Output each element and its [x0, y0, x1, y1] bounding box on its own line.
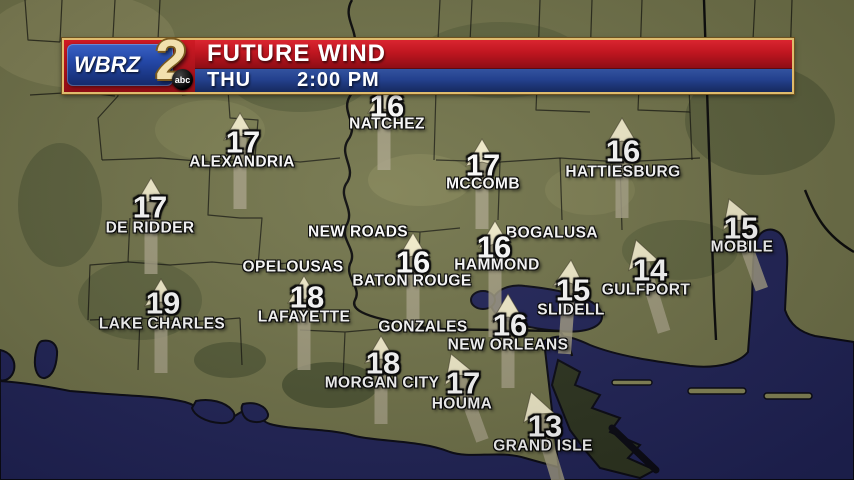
city-label-natchez: NATCHEZ	[349, 115, 425, 133]
wind-arrow-mccomb	[464, 138, 500, 229]
wind-arrow-lafayette	[286, 275, 322, 370]
city-label-lake-charles: LAKE CHARLES	[98, 315, 226, 333]
wind-value-slidell: 15	[555, 272, 591, 308]
wbrz-logo: WBRZ 2 abc	[64, 32, 195, 92]
banner-day: THU	[207, 69, 252, 91]
city-label-baton-rouge: BATON ROUGE	[352, 272, 472, 290]
wind-arrow-lake-charles	[143, 278, 179, 373]
banner-title-bar: FUTURE WIND	[195, 40, 792, 69]
sabine-lake	[0, 348, 16, 382]
wind-value-houma: 17	[445, 365, 481, 401]
city-label-bogalusa: BOGALUSA	[506, 224, 598, 242]
city-label-de-ridder: DE RIDDER	[105, 219, 195, 237]
header-banner: WBRZ 2 abc FUTURE WIND THU 2:00 PM	[62, 32, 794, 94]
barrier-islands	[611, 379, 813, 400]
wind-arrow-grand-isle	[522, 391, 566, 480]
wind-arrow-slidell	[552, 259, 587, 355]
wind-value-morgan-city: 18	[365, 345, 401, 381]
banner-time: 2:00 PM	[297, 69, 380, 91]
city-label-new-roads: NEW ROADS	[307, 223, 409, 241]
wind-arrow-morgan-city	[363, 335, 399, 424]
wind-value-hammond: 16	[476, 229, 512, 265]
atchafalaya-bay	[240, 402, 270, 424]
station-name: WBRZ	[74, 52, 140, 77]
wind-arrow-gulfport	[627, 239, 671, 334]
vermilion-bay	[190, 399, 236, 425]
banner-title: FUTURE WIND	[207, 40, 386, 67]
city-label-gulfport: GULFPORT	[601, 281, 691, 299]
banner-rows: FUTURE WIND THU 2:00 PM	[195, 40, 792, 92]
city-label-lafayette: LAFAYETTE	[257, 308, 351, 326]
banner-time-bar: THU 2:00 PM	[195, 69, 792, 92]
wind-arrow-baton-rouge	[395, 232, 431, 327]
city-label-hammond: HAMMOND	[454, 256, 540, 274]
wind-arrow-houma	[444, 353, 489, 443]
city-label-mccomb: MCCOMB	[446, 175, 520, 193]
wind-arrow-hattiesburg	[604, 117, 640, 218]
wind-value-mccomb: 17	[465, 147, 501, 183]
wbrz-logo-box: WBRZ	[67, 44, 173, 86]
city-label-opelousas: OPELOUSAS	[242, 258, 344, 276]
city-label-new-orleans: NEW ORLEANS	[447, 336, 569, 354]
wind-arrows-layer	[133, 85, 768, 480]
city-label-gonzales: GONZALES	[378, 318, 468, 336]
city-label-morgan-city: MORGAN CITY	[324, 374, 440, 392]
wind-value-alexandria: 17	[225, 124, 261, 160]
wind-value-gulfport: 14	[632, 252, 668, 288]
city-label-houma: HOUMA	[431, 395, 493, 413]
wind-value-baton-rouge: 16	[395, 244, 431, 280]
abc-network-logo: abc	[172, 69, 193, 90]
wind-arrow-de-ridder	[133, 177, 169, 274]
city-label-hattiesburg: HATTIESBURG	[565, 163, 681, 181]
calcasieu-lake	[33, 339, 59, 380]
delta-birdfoot	[608, 424, 660, 474]
wind-value-new-orleans: 16	[492, 307, 528, 343]
wind-value-de-ridder: 17	[132, 189, 168, 225]
wind-value-natchez: 16	[369, 88, 405, 124]
wind-value-lake-charles: 19	[145, 285, 181, 321]
gulf-of-mexico	[0, 379, 606, 480]
wind-value-mobile: 15	[723, 210, 759, 246]
wind-arrow-alexandria	[222, 112, 258, 209]
wind-value-grand-isle: 13	[527, 408, 563, 444]
wind-arrow-natchez	[366, 85, 402, 170]
wind-arrow-mobile	[722, 198, 768, 292]
city-label-mobile: MOBILE	[710, 238, 774, 256]
city-label-grand-isle: GRAND ISLE	[493, 437, 593, 455]
city-label-slidell: SLIDELL	[537, 301, 605, 319]
wind-arrow-new-orleans	[490, 293, 526, 388]
wind-value-hattiesburg: 16	[605, 133, 641, 169]
wind-value-lafayette: 18	[289, 279, 325, 315]
city-label-alexandria: ALEXANDRIA	[189, 153, 295, 171]
